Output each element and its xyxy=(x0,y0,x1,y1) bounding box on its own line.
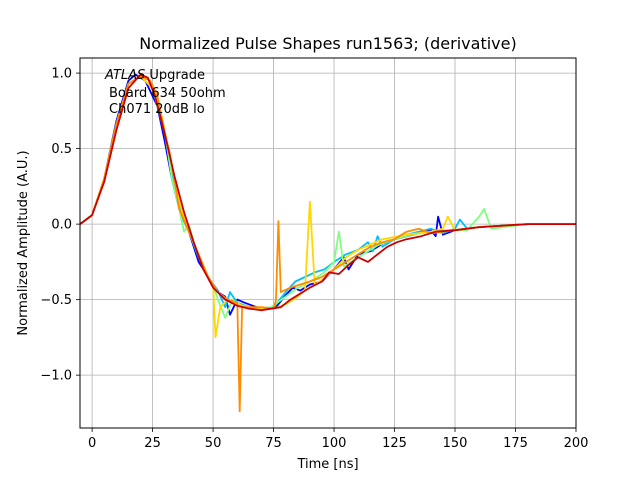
axis-ticks: 0 25 50 75 100 125 150 175 200 −1.0 −0.5 0.0 0.5 1.0 xyxy=(40,67,588,451)
x-tick-label: 150 xyxy=(443,436,468,451)
y-tick-label: 0.5 xyxy=(51,142,72,157)
x-tick-label: 125 xyxy=(382,436,407,451)
y-tick-label: 1.0 xyxy=(51,67,72,82)
series-layer xyxy=(80,73,576,413)
x-tick-label: 0 xyxy=(88,436,96,451)
annotation-upgrade: Upgrade xyxy=(145,68,205,83)
series-line-6 xyxy=(80,73,576,312)
y-axis-label: Normalized Amplitude (A.U.) xyxy=(16,150,31,335)
x-tick-label: 200 xyxy=(564,436,589,451)
plot-frame xyxy=(79,57,577,429)
annotation-line-1: ATLAS Upgrade xyxy=(104,68,205,83)
x-tick-label: 25 xyxy=(144,436,161,451)
chart-title: Normalized Pulse Shapes run1563; (deriva… xyxy=(139,34,516,53)
y-tick-label: 0.0 xyxy=(51,218,72,233)
x-tick-label: 100 xyxy=(322,436,347,451)
annotation-line-3: Ch071 20dB lo xyxy=(109,102,205,117)
annotation-line-2: Board 634 50ohm xyxy=(109,86,226,101)
x-tick-label: 50 xyxy=(205,436,222,451)
x-axis-label: Time [ns] xyxy=(296,457,358,472)
y-tick-label: −1.0 xyxy=(40,369,72,384)
series-line-1 xyxy=(80,73,576,316)
x-tick-label: 75 xyxy=(265,436,282,451)
x-tick-label: 175 xyxy=(503,436,528,451)
annotation-atlas: ATLAS xyxy=(104,68,145,83)
y-tick-label: −0.5 xyxy=(40,293,72,308)
